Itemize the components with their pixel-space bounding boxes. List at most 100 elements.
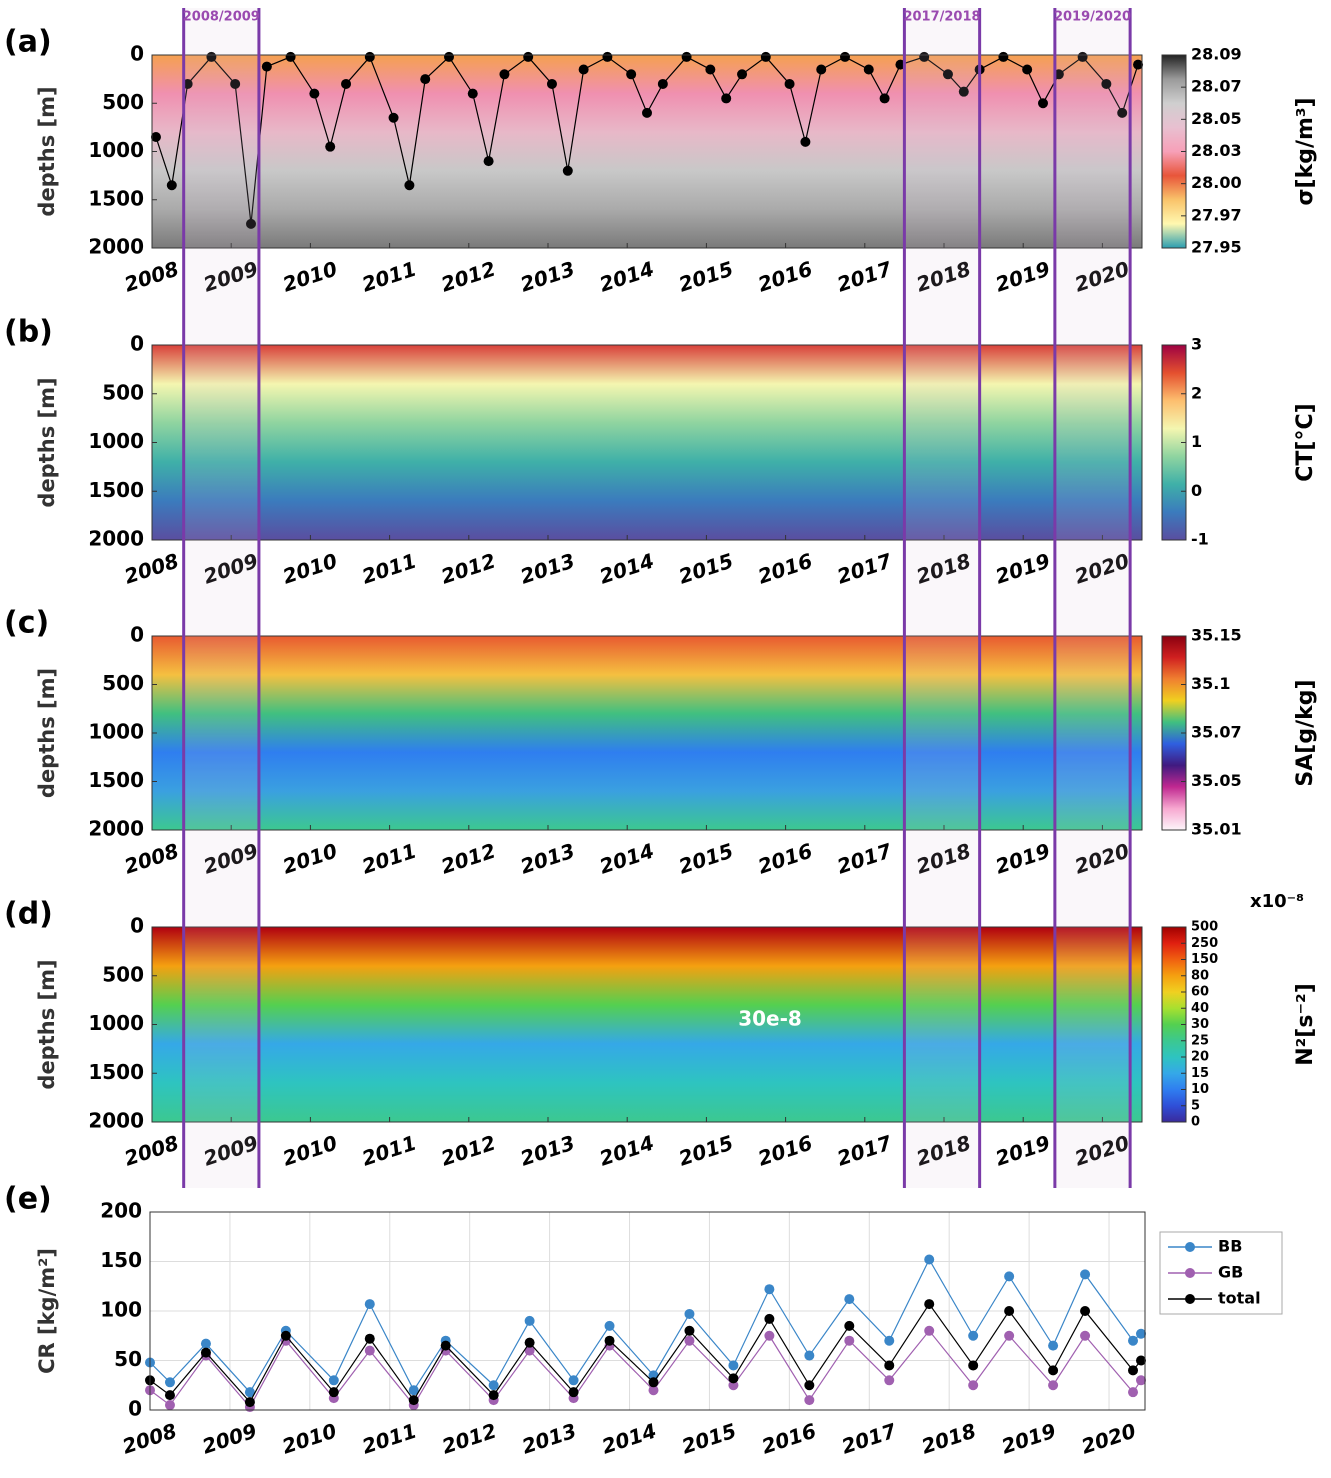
x-tick-label: 2012: [438, 1131, 498, 1171]
colorbar-tick-label: 150: [1191, 952, 1218, 967]
series-point: [488, 1390, 499, 1401]
mld-point: [1101, 78, 1112, 89]
series-point: [328, 1375, 339, 1386]
series-point: [1004, 1330, 1015, 1341]
highlight-label: 2008/2009: [183, 10, 260, 25]
series-point: [728, 1373, 739, 1384]
colorbar-tick-label: 28.03: [1191, 141, 1242, 160]
series-point: [1128, 1387, 1139, 1398]
mld-point: [863, 64, 874, 75]
x-tick-label: 2017: [839, 1419, 899, 1459]
x-tick-label: 2008: [121, 257, 181, 297]
y-tick-label: 1000: [88, 720, 144, 744]
mld-point: [816, 64, 827, 75]
series-line: [149, 1329, 1142, 1409]
series-point: [604, 1320, 615, 1331]
colorbar-tick-label: 5: [1191, 1098, 1200, 1113]
plot-frame: [151, 54, 1143, 249]
mld-point: [206, 51, 217, 62]
plot-frame: [151, 344, 1143, 541]
highlight-band: [183, 8, 259, 1188]
x-tick-label: 2017: [834, 549, 894, 589]
series-point: [524, 1337, 535, 1348]
panel-label: (b): [4, 315, 53, 350]
field: [152, 636, 1142, 830]
series-point: [604, 1335, 615, 1346]
y-tick-label: 200: [100, 1199, 142, 1223]
x-tick-label: 2010: [279, 1419, 339, 1459]
y-tick-label: 0: [128, 1397, 142, 1421]
field: [152, 55, 1142, 248]
series-point: [728, 1380, 739, 1391]
series-point: [1136, 1355, 1147, 1366]
y-tick-label: 0: [130, 332, 144, 356]
series-point: [728, 1360, 739, 1371]
mld-point: [309, 88, 320, 99]
x-tick-label: 2015: [676, 257, 736, 297]
x-tick-label: 2016: [755, 549, 815, 589]
mld-point: [325, 141, 336, 152]
colorbar-tick-label: 0: [1191, 1115, 1200, 1130]
x-tick-label: 2012: [438, 549, 498, 589]
series-point: [1048, 1365, 1059, 1376]
x-tick-label: 2016: [755, 839, 815, 879]
series-point: [1004, 1271, 1015, 1282]
series-point: [684, 1308, 695, 1319]
mld-point: [246, 218, 256, 229]
mld-point: [681, 51, 692, 62]
series-point: [488, 1380, 499, 1391]
mld-point: [150, 132, 161, 143]
colorbar-tick-label: 28.00: [1191, 173, 1242, 192]
series-point: [524, 1315, 535, 1326]
x-tick-label: 2015: [676, 549, 736, 589]
x-tick-label: 2016: [759, 1419, 819, 1459]
y-tick-label: 150: [100, 1248, 142, 1272]
y-tick-label: 0: [130, 623, 144, 647]
mld-point: [1117, 107, 1128, 118]
highlight-band: [904, 8, 980, 1188]
series-point: [1080, 1269, 1091, 1280]
mld-point: [919, 51, 930, 62]
mld-point: [546, 78, 557, 89]
series-point: [764, 1313, 775, 1324]
panel-label: (a): [4, 25, 52, 60]
mld-point: [998, 51, 1009, 62]
x-tick-label: 2013: [517, 1131, 577, 1171]
colorbar-tick-label: 60: [1191, 985, 1209, 1000]
series-line: [149, 1303, 1142, 1404]
mld-point: [499, 69, 510, 80]
x-tick-label: 2011: [359, 549, 419, 589]
x-tick-label: 2011: [359, 257, 419, 297]
series-point: [1128, 1335, 1139, 1346]
y-tick-label: 100: [100, 1298, 142, 1322]
colorbar-tick-label: 20: [1191, 1050, 1209, 1065]
mld-point: [261, 61, 272, 72]
x-tick-label: 2016: [755, 1131, 815, 1171]
y-tick-label: 1500: [88, 1060, 144, 1084]
series-point: [924, 1325, 935, 1336]
series-point: [804, 1380, 815, 1391]
y-tick-label: 500: [102, 380, 144, 404]
x-tick-label: 2010: [280, 257, 340, 297]
field: [152, 927, 1142, 1122]
colorbar-tick-label: 35.01: [1191, 820, 1242, 839]
colorbar-tick-label: 40: [1191, 1001, 1209, 1016]
y-tick-label: 500: [102, 962, 144, 986]
mld-point: [388, 112, 399, 123]
x-tick-label: 2019: [993, 1131, 1053, 1171]
x-tick-label: 2012: [439, 1419, 499, 1459]
x-tick-label: 2019: [993, 257, 1053, 297]
series-point: [884, 1375, 895, 1386]
y-axis-label: depths [m]: [35, 668, 59, 798]
colorbar-tick-label: 2: [1191, 383, 1202, 402]
colorbar-label: σ[kg/m³]: [1293, 97, 1318, 205]
colorbar-tick-label: 10: [1191, 1082, 1209, 1097]
series-line: [149, 1258, 1142, 1394]
mld-point: [657, 78, 668, 89]
mld-point: [166, 180, 177, 191]
colorbar-tick-label: 35.07: [1191, 723, 1242, 742]
series-point: [764, 1330, 775, 1341]
series-point: [280, 1330, 291, 1341]
colorbar-tick-label: 15: [1191, 1066, 1209, 1081]
x-tick-label: 2010: [280, 1131, 340, 1171]
